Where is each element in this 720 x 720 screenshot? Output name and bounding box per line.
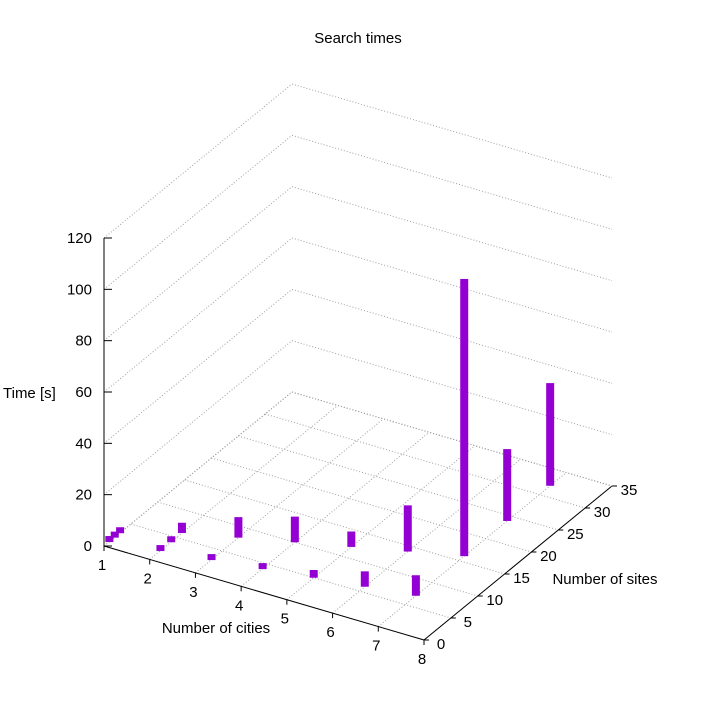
grid-line-y [157,501,478,597]
data-bar [546,383,555,486]
data-bar [460,278,469,557]
base-edge-back [291,391,613,487]
grid-line-z-left [103,186,293,342]
data-bar [403,505,412,552]
grid-line-y [265,413,586,509]
z-tick-label: 40 [75,435,92,452]
x-tick-label: 2 [144,570,152,587]
axes [103,238,613,641]
grid-line-y [211,457,532,553]
grid-line-z-left [103,288,293,444]
y-tick-label: 15 [513,570,530,587]
data-bar [290,516,299,543]
x-tick-label: 7 [372,638,380,655]
data-bar [258,563,267,570]
data-bar [347,531,356,547]
grid-line-z-left [103,237,293,393]
grid-line-z-left [103,340,293,496]
x-tick-label: 3 [189,584,197,601]
data-bar [360,571,369,587]
z-tick-label: 20 [75,487,92,504]
y-tick-label: 25 [567,526,584,543]
grid-line-z-back [291,237,613,333]
data-bar [110,531,119,538]
x-tick-label: 6 [326,624,334,641]
grid-line-z-back [291,83,613,179]
grid-line-z-left [103,134,293,290]
grid-line-z-back [291,134,613,230]
grid-line-x [195,418,384,574]
y-tick-labels: 0 5 10 15 20 25 30 35 [424,482,637,653]
grid-line-x [332,458,521,614]
grid-line-y [184,479,505,575]
x-axis-line [103,545,425,641]
z-tick-label: 100 [67,281,92,298]
base-edge-left [103,391,293,547]
y-tick-label: 35 [621,482,638,499]
x-tick-labels: 1 2 3 4 5 6 7 8 [98,546,426,668]
data-bar [234,517,243,538]
y-tick-label: 10 [486,592,503,609]
z-tick-label: 120 [67,230,92,247]
data-bar [116,527,125,534]
x-tick-label: 8 [418,651,426,668]
y-tick-label: 5 [464,614,472,631]
grid-line-z-back [291,391,613,487]
z-tick-label: 60 [75,384,92,401]
bars [105,278,555,596]
data-bar [105,536,114,543]
x-tick-label: 4 [235,597,243,614]
grid-lines [103,83,613,641]
z-tick-labels: 0 20 40 60 80 100 120 [67,230,112,555]
y-tick-label: 30 [594,504,611,521]
z-tick-label: 80 [75,333,92,350]
z-axis-label: Time [s] [3,385,56,402]
grid-line-y [291,391,613,487]
data-bar [177,522,186,534]
data-bar [411,575,420,596]
grid-line-z-back [291,340,613,436]
data-bar [503,449,512,521]
x-tick-label: 5 [281,611,289,628]
grid-line-x [240,431,430,587]
data-bar [167,536,176,543]
z-tick-label: 0 [84,538,92,555]
x-axis-label: Number of cities [162,620,270,637]
chart-title: Search times [314,30,402,47]
y-tick-label: 20 [540,548,557,565]
data-bar [309,570,318,578]
y-axis-label: Number of sites [552,571,657,588]
y-tick-label: 0 [437,636,445,653]
grid-line-x [149,405,339,560]
x-tick-label: 1 [98,557,106,574]
grid-line-z-back [291,288,613,384]
grid-line-z-back [291,186,613,282]
y-axis-line [423,485,613,641]
data-bar [156,545,165,552]
grid-line-z-left [103,83,293,239]
data-bar [207,554,216,561]
